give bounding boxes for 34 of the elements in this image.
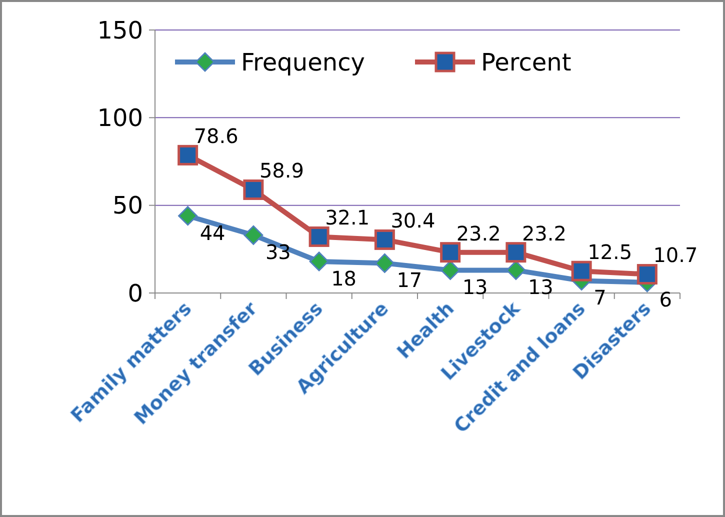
data-label: 13 [528,275,554,300]
data-label: 23.2 [522,221,566,246]
point [374,229,395,250]
point [244,225,264,245]
data-label: 23.2 [456,221,501,246]
data-label: 32.1 [325,206,370,230]
data-label: 7 [594,286,606,310]
y-tick-label: 0 [128,279,143,308]
point [178,144,198,166]
data-label: 10.7 [653,243,698,268]
point [440,242,461,263]
point [243,179,264,200]
data-label: 18 [331,266,357,290]
data-label: 30.4 [390,208,436,233]
data-label: 12.5 [588,240,632,264]
data-label: 17 [396,268,422,292]
data-label: 58.9 [259,158,304,183]
data-label: 78.6 [194,124,238,148]
point [308,226,330,247]
data-label: 33 [265,240,291,264]
point [506,242,526,263]
legend-label: Percent [481,48,572,76]
point [309,252,329,272]
point [571,260,592,282]
point [178,206,198,226]
data-label: 44 [200,220,226,245]
legend-label: Frequency [241,48,365,76]
data-label: 13 [462,275,488,300]
y-tick-label: 50 [112,192,143,220]
y-tick-label: 100 [97,104,143,132]
point [374,253,394,273]
data-label: 6 [659,287,672,312]
y-tick-label: 150 [97,16,143,44]
point [636,264,658,284]
